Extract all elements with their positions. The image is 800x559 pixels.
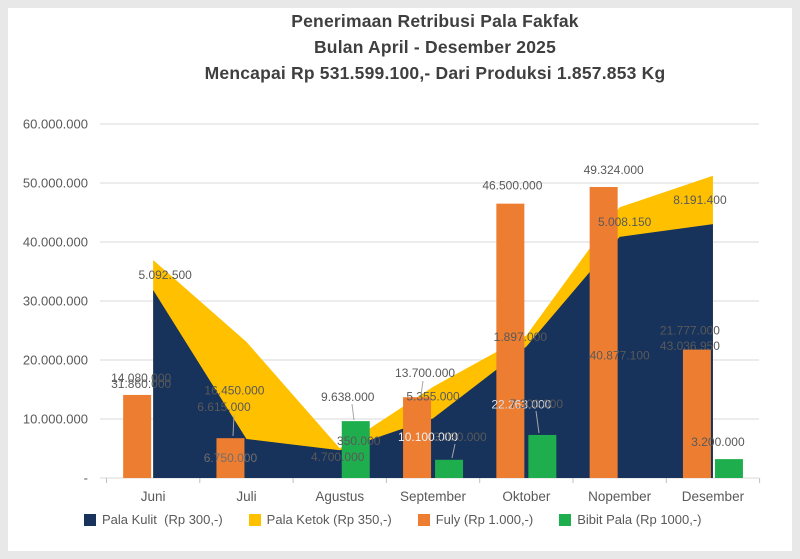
data-label-leader-line bbox=[351, 403, 355, 421]
bar-bibit-pala-september bbox=[435, 459, 464, 478]
data-label: 3.200.000 bbox=[691, 435, 745, 449]
bar-fuly-oktober bbox=[496, 203, 525, 478]
title-line-3: Mencapai Rp 531.599.100,- Dari Produksi … bbox=[204, 63, 666, 83]
data-label: 350.000 bbox=[337, 434, 381, 448]
legend-label: Bibit Pala (Rp 1000,-) bbox=[577, 512, 702, 527]
data-label: 49.324.000 bbox=[584, 163, 644, 177]
x-axis-tick-label: Nopember bbox=[588, 489, 652, 504]
y-axis-tick-label: 50.000.000 bbox=[23, 176, 88, 191]
chart-title: Penerimaan Retribusi Pala Fakfak Bulan A… bbox=[70, 8, 800, 86]
legend-item-2: Pala Ketok (Rp 350,-) bbox=[248, 512, 392, 527]
x-axis-tick-label: Juni bbox=[141, 489, 166, 504]
data-label: 46.500.000 bbox=[482, 179, 542, 193]
data-label-leader-line bbox=[420, 380, 424, 396]
legend-swatch-icon bbox=[417, 513, 430, 526]
data-label: 5.008.150 bbox=[598, 215, 652, 229]
legend-item-3: Fuly (Rp 1.000,-) bbox=[417, 512, 534, 527]
bar-bibit-pala-agustus bbox=[341, 421, 370, 478]
x-axis-tick-label: Desember bbox=[682, 489, 745, 504]
bar-fuly-desember bbox=[682, 349, 711, 478]
data-label: 14.080.000 bbox=[111, 371, 171, 385]
data-label: 7.300.000 bbox=[510, 397, 564, 411]
data-label: 22.263.000 bbox=[491, 397, 551, 411]
legend-item-4: Bibit Pala (Rp 1000,-) bbox=[559, 512, 702, 527]
data-label: 21.777.000 bbox=[660, 324, 720, 338]
data-label: 13.700.000 bbox=[395, 366, 455, 380]
data-label-leader-line bbox=[535, 410, 540, 434]
bar-bibit-pala-oktober bbox=[528, 434, 557, 478]
data-label-leader-line bbox=[451, 443, 456, 459]
bar-bibit-pala-desember bbox=[714, 459, 743, 478]
data-label-leader-line bbox=[232, 414, 235, 437]
y-axis-tick-label: 20.000.000 bbox=[23, 353, 88, 368]
data-label: 3.090.000 bbox=[433, 430, 487, 444]
data-label: 6.750.000 bbox=[204, 451, 258, 465]
x-axis-tick-label: September bbox=[400, 489, 467, 504]
x-axis-tick-label: Agustus bbox=[315, 489, 364, 504]
chart-legend: Pala Kulit (Rp 300,-) Pala Ketok (Rp 350,… bbox=[84, 512, 702, 527]
legend-swatch-icon bbox=[559, 513, 572, 526]
title-line-2: Bulan April - Desember 2025 bbox=[313, 37, 557, 57]
data-label: 43.036.950 bbox=[660, 339, 720, 353]
data-label: 10.100.000 bbox=[398, 430, 458, 444]
data-label: 8.191.400 bbox=[673, 193, 727, 207]
data-label: 5.092.500 bbox=[138, 268, 192, 282]
legend-label: Fuly (Rp 1.000,-) bbox=[435, 512, 534, 527]
legend-swatch-icon bbox=[248, 513, 261, 526]
y-axis-tick-label: 60.000.000 bbox=[23, 117, 88, 132]
area-series-pala-kulit bbox=[153, 224, 713, 478]
legend-item-1: Pala Kulit (Rp 300,-) bbox=[84, 512, 223, 527]
bar-fuly-juli bbox=[216, 438, 245, 478]
data-label: 16.450.000 bbox=[204, 383, 264, 397]
data-label: 6.615.000 bbox=[197, 400, 251, 414]
data-label: 4.700.000 bbox=[311, 450, 365, 464]
y-axis-tick-label: 10.000.000 bbox=[23, 412, 88, 427]
bar-fuly-nopember bbox=[589, 186, 618, 478]
legend-label: Pala Kulit (Rp 300,-) bbox=[102, 512, 223, 527]
data-label: 1.897.000 bbox=[494, 330, 548, 344]
x-axis-tick-label: Oktober bbox=[502, 489, 551, 504]
y-axis-tick-label: 40.000.000 bbox=[23, 235, 88, 250]
x-axis-tick-label: Juli bbox=[236, 489, 256, 504]
legend-swatch-icon bbox=[84, 513, 96, 526]
y-axis-tick-label: - bbox=[84, 471, 88, 486]
data-label: 31.860.000 bbox=[111, 377, 171, 391]
bar-fuly-september bbox=[403, 397, 432, 478]
data-label: 5.355.000 bbox=[406, 390, 460, 404]
legend-label: Pala Ketok (Rp 350,-) bbox=[266, 512, 392, 527]
data-label: 40.877.100 bbox=[590, 348, 650, 362]
data-label: 9.638.000 bbox=[321, 390, 375, 404]
title-line-1: Penerimaan Retribusi Pala Fakfak bbox=[291, 11, 579, 31]
bar-fuly-juni bbox=[123, 394, 152, 478]
y-axis-tick-label: 30.000.000 bbox=[23, 294, 88, 309]
